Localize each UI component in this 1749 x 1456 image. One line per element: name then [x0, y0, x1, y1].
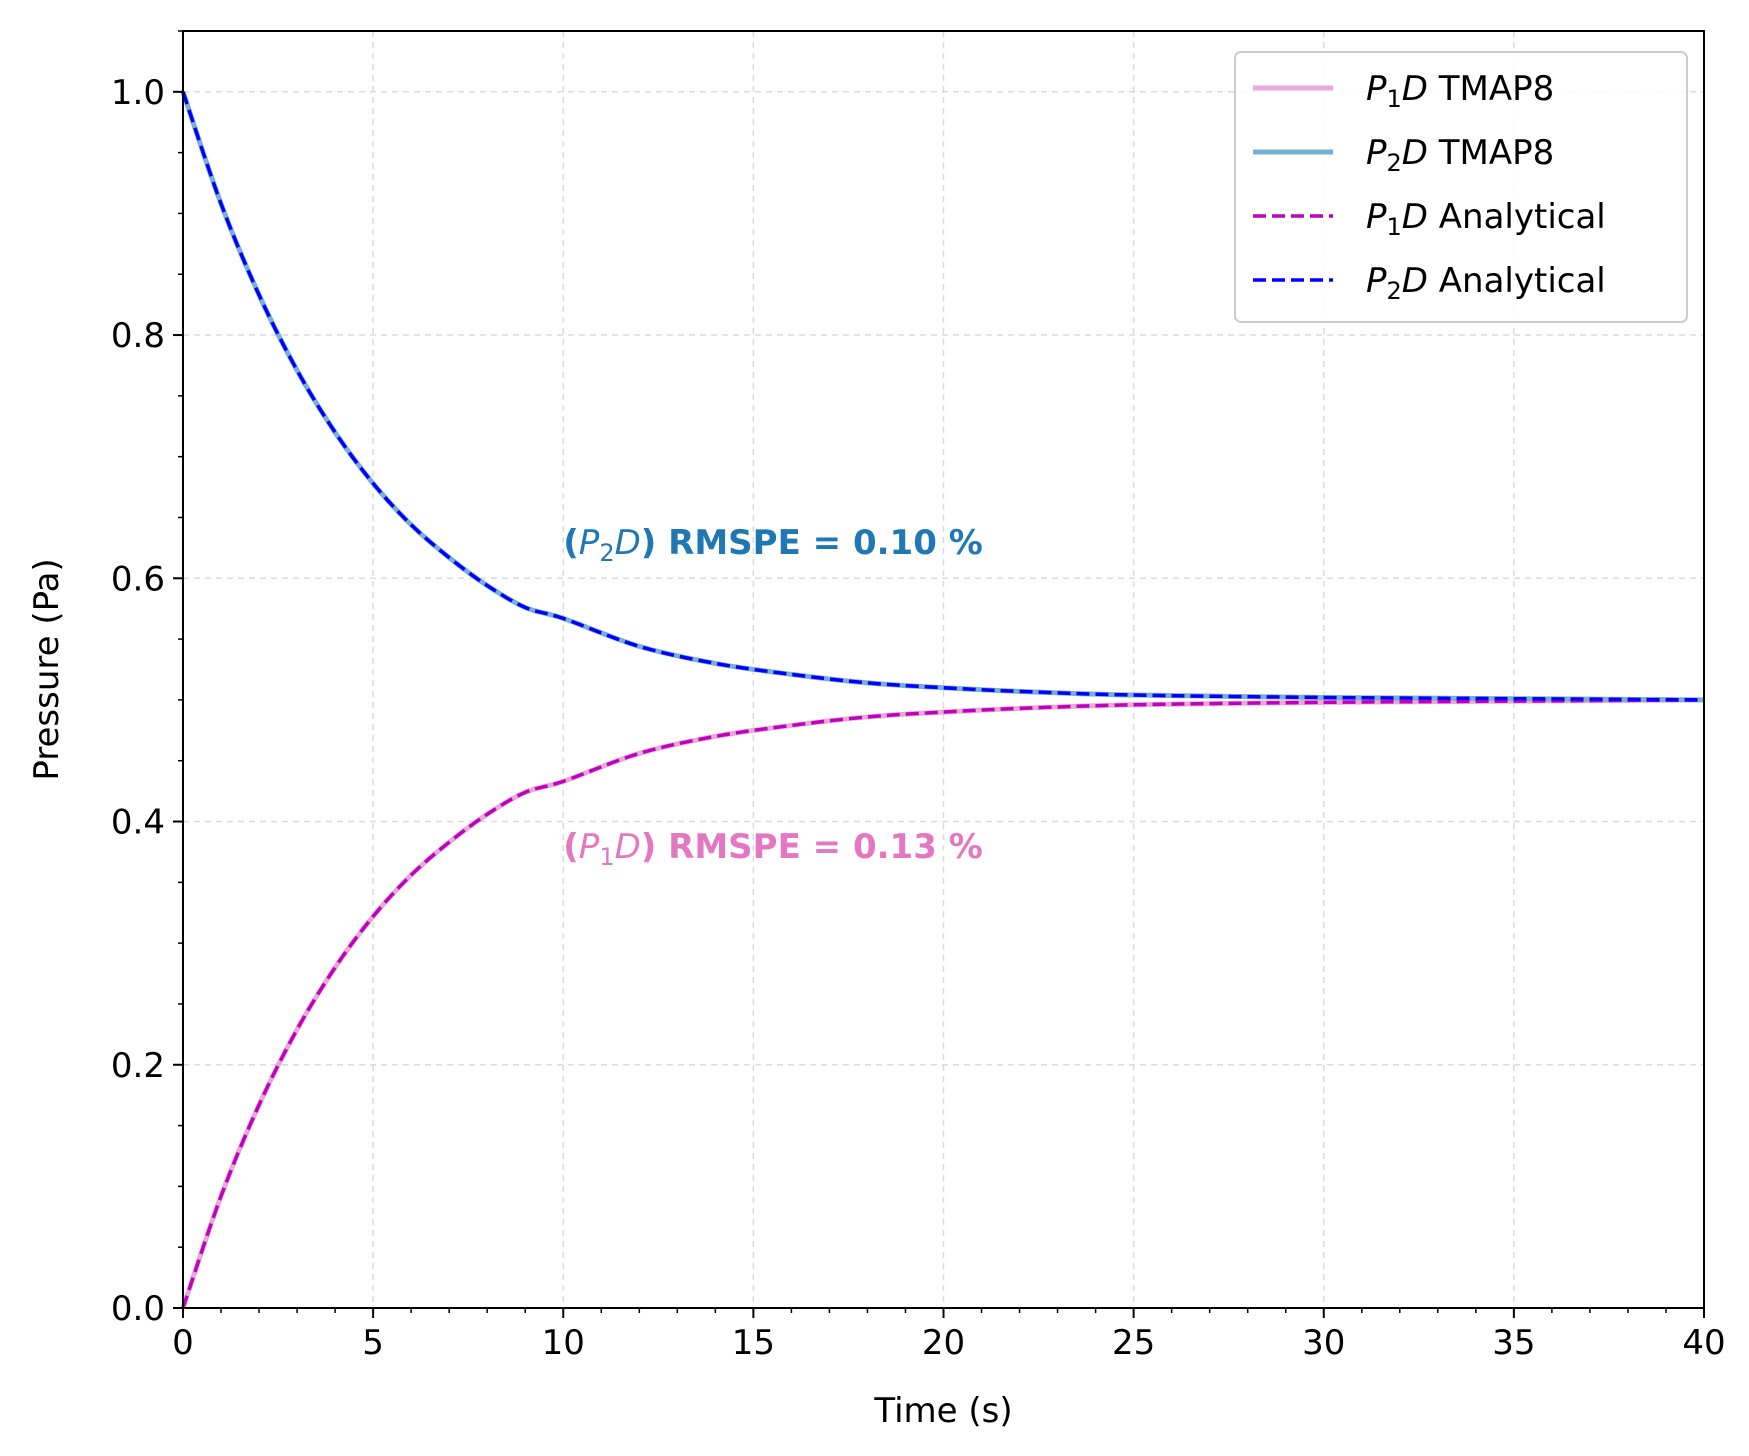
series-layer — [180, 91, 1705, 1309]
ticks-layer: 0 5 10 15 20 25 30 35 40 0.0 0.2 0.4 0.6 0.8 1.0 — [111, 30, 1726, 1363]
x-tick-label: 25 — [1112, 1323, 1155, 1363]
legend-label: P1D Analytical — [1366, 197, 1606, 241]
x-tick-label: 0 — [172, 1323, 194, 1363]
y-tick-label: 0.2 — [111, 1046, 165, 1086]
rmspe-annotation-1: (P1D) RMSPE = 0.13 % — [563, 827, 983, 871]
legend-box — [1234, 51, 1688, 323]
x-axis-label: Time (s) — [873, 1391, 1012, 1431]
rmspe-annotation-0: (P2D) RMSPE = 0.10 % — [563, 523, 983, 567]
annotation-layer: (P2D) RMSPE = 0.10 % (P1D) RMSPE = 0.13 % — [563, 523, 983, 871]
y-tick-label: 0.8 — [111, 316, 165, 356]
x-tick-label: 10 — [542, 1323, 585, 1363]
y-axis-label: Pressure (Pa) — [27, 558, 67, 780]
y-tick-label: 0.0 — [111, 1289, 165, 1329]
x-tick-label: 5 — [362, 1323, 384, 1363]
legend-label: P2D Analytical — [1366, 261, 1606, 305]
x-tick-label: 15 — [732, 1323, 775, 1363]
p1d-analytical-line — [181, 698, 1705, 1309]
y-tick-label: 1.0 — [111, 73, 165, 113]
x-tick-label: 40 — [1682, 1323, 1725, 1363]
p2d-analytical-line — [181, 91, 1705, 702]
legend-label: P2D TMAP8 — [1366, 133, 1554, 177]
legend-label: P1D TMAP8 — [1366, 69, 1554, 113]
y-tick-label: 0.6 — [111, 559, 165, 599]
x-tick-label: 20 — [922, 1323, 965, 1363]
x-tick-label: 30 — [1302, 1323, 1345, 1363]
y-tick-label: 0.4 — [111, 803, 165, 843]
legend: P1D TMAP8 P2D TMAP8 P1D Analytical P2D Anal… — [1234, 51, 1688, 323]
x-tick-label: 35 — [1492, 1323, 1535, 1363]
